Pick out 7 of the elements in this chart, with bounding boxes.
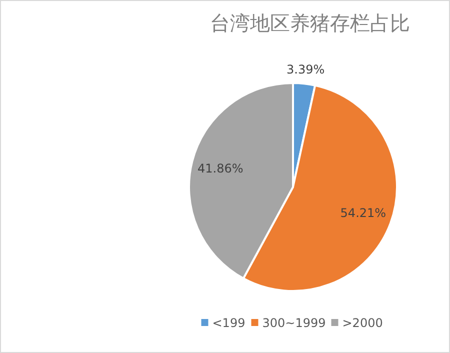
data-label: 3.39% bbox=[286, 62, 325, 77]
legend-label: >2000 bbox=[342, 316, 383, 330]
chart-title: 台湾地区养猪存栏占比 bbox=[210, 11, 410, 35]
legend-label: <199 bbox=[212, 316, 246, 330]
legend-label: 300~1999 bbox=[262, 316, 326, 330]
data-label: 54.21% bbox=[340, 206, 386, 220]
data-label: 41.86% bbox=[198, 162, 244, 176]
